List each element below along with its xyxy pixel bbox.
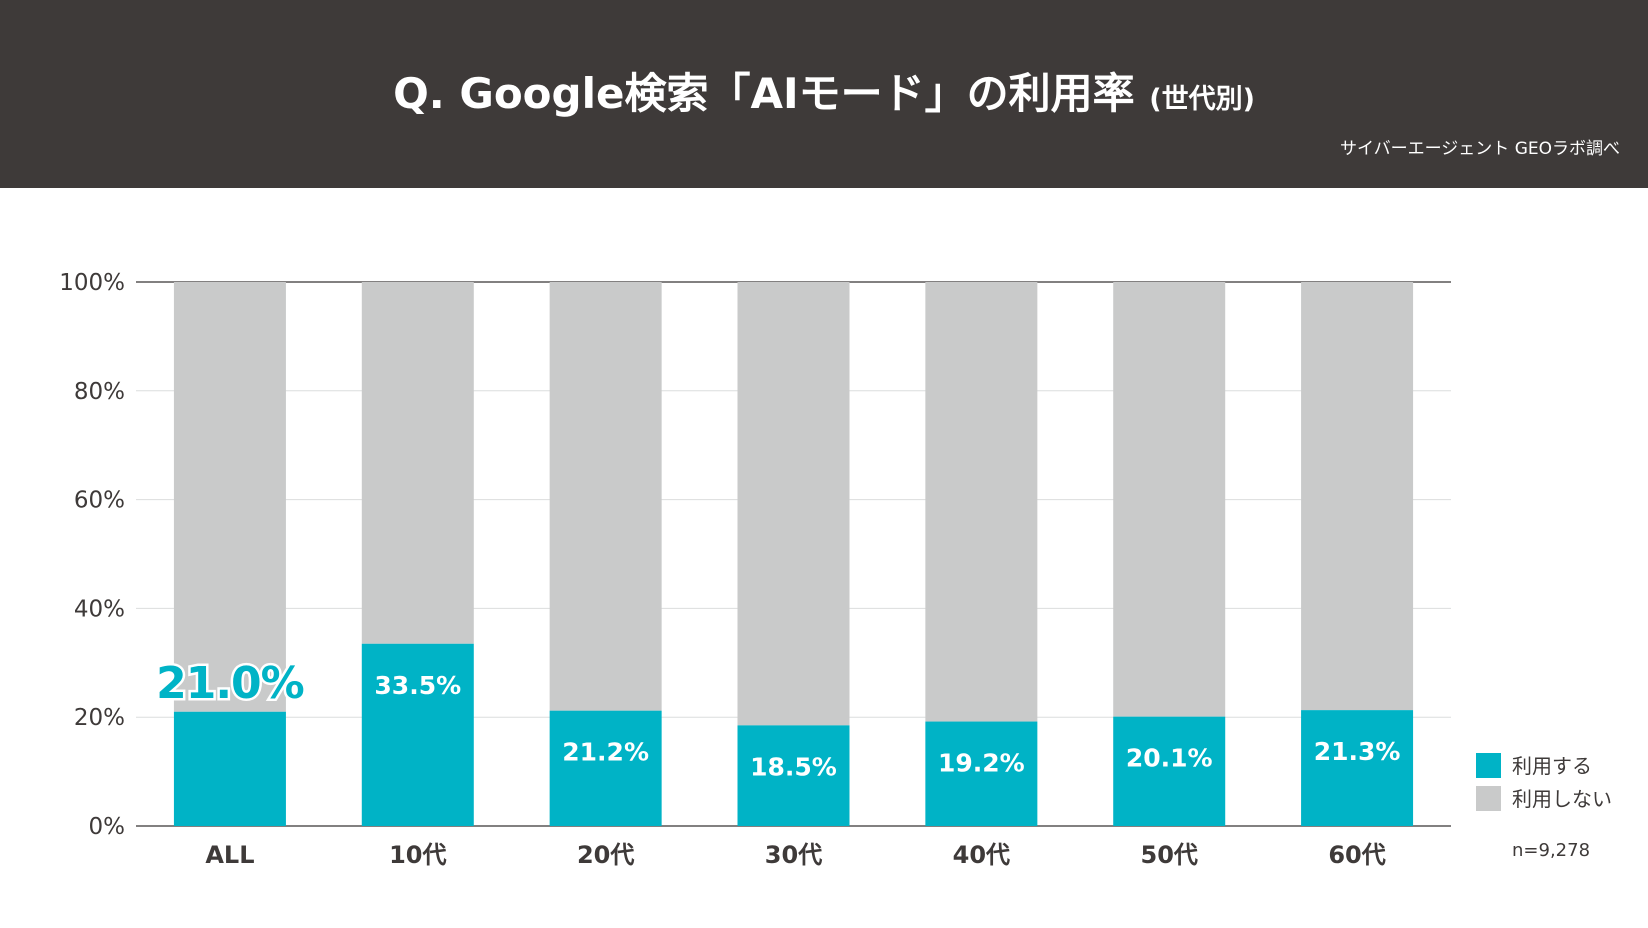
y-tick-label: 40% (74, 596, 125, 622)
header-banner: Q. Google検索「AIモード」の利用率 (世代別) サイバーエージェント … (0, 0, 1648, 188)
y-tick-label: 100% (59, 270, 125, 296)
x-tick-label: 10代 (389, 841, 446, 869)
bar-not-use (1301, 282, 1414, 711)
bar-use (1301, 710, 1414, 826)
data-label: 18.5% (750, 752, 837, 781)
bar-use (173, 711, 286, 826)
bar-not-use (549, 282, 662, 711)
data-label-highlight: 21.0% (156, 658, 304, 709)
bar-use (1113, 716, 1226, 826)
data-label: 21.2% (562, 738, 649, 767)
x-tick-label: 40代 (953, 841, 1010, 869)
y-tick-label: 60% (74, 488, 125, 514)
y-tick-label: 20% (74, 705, 125, 731)
legend-swatch (1476, 753, 1501, 778)
bar-not-use (737, 282, 850, 726)
data-label: 33.5% (374, 671, 461, 700)
y-tick-label: 0% (89, 814, 126, 840)
x-tick-label: 60代 (1328, 841, 1385, 869)
x-tick-label: ALL (205, 841, 254, 869)
bar-use (925, 721, 1038, 826)
bar-not-use (173, 282, 286, 712)
bar-not-use (925, 282, 1038, 722)
data-label: 19.2% (938, 749, 1025, 778)
x-tick-label: 30代 (765, 841, 822, 869)
y-tick-label: 80% (74, 379, 125, 405)
x-tick-label: 50代 (1141, 841, 1198, 869)
data-label: 21.3% (1314, 737, 1401, 766)
sample-size-note: n=9,278 (1512, 840, 1590, 861)
bar-use (737, 725, 850, 826)
legend-swatch (1476, 786, 1501, 811)
source-credit: サイバーエージェント GEOラボ調べ (1339, 139, 1620, 159)
data-label: 20.1% (1126, 744, 1213, 773)
bar-use (549, 710, 662, 826)
bar-use (361, 643, 474, 826)
chart-title: Q. Google検索「AIモード」の利用率 (世代別) (0, 66, 1648, 128)
x-tick-label: 20代 (577, 841, 634, 869)
chart-title-main: Q. Google検索「AIモード」の利用率 (393, 69, 1135, 118)
chart-title-sub: (世代別) (1149, 84, 1255, 115)
bar-not-use (361, 282, 474, 644)
legend-label: 利用しない (1512, 787, 1612, 811)
legend-label: 利用する (1512, 754, 1592, 778)
bar-not-use (1113, 282, 1226, 717)
